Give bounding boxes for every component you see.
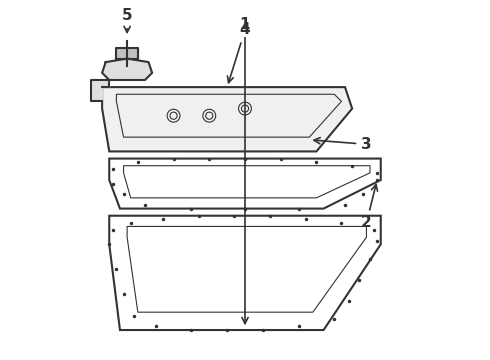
Polygon shape	[92, 80, 109, 102]
Text: 2: 2	[361, 185, 377, 230]
Polygon shape	[117, 48, 138, 59]
Text: 1: 1	[240, 17, 250, 324]
Polygon shape	[102, 59, 152, 80]
FancyBboxPatch shape	[281, 134, 309, 146]
Text: 3: 3	[314, 137, 372, 152]
Polygon shape	[102, 87, 352, 152]
Text: 5: 5	[122, 8, 132, 32]
Text: 4: 4	[227, 22, 250, 83]
